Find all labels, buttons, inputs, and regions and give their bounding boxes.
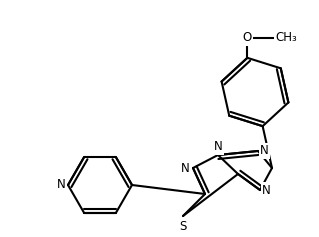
Text: N: N (181, 161, 190, 174)
Text: N: N (260, 145, 269, 158)
Text: N: N (214, 141, 222, 154)
Text: S: S (179, 219, 187, 232)
Text: O: O (243, 31, 252, 44)
Text: N: N (262, 183, 271, 196)
Text: N: N (57, 178, 66, 191)
Text: CH₃: CH₃ (275, 31, 297, 44)
